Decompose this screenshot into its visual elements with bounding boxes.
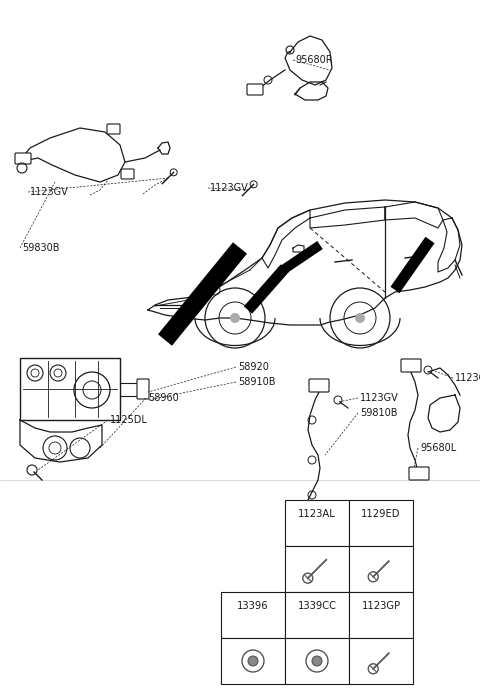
FancyBboxPatch shape xyxy=(409,467,429,480)
FancyBboxPatch shape xyxy=(401,359,421,372)
Circle shape xyxy=(312,656,322,666)
FancyBboxPatch shape xyxy=(309,379,329,392)
Text: 1125DL: 1125DL xyxy=(110,415,148,425)
Circle shape xyxy=(248,656,258,666)
Text: 13396: 13396 xyxy=(237,601,269,611)
Text: 58960: 58960 xyxy=(148,393,179,403)
Bar xyxy=(349,500,413,546)
Bar xyxy=(285,592,349,638)
Text: 1123GV: 1123GV xyxy=(30,187,69,197)
FancyBboxPatch shape xyxy=(301,507,321,520)
Circle shape xyxy=(355,313,365,323)
FancyBboxPatch shape xyxy=(107,124,120,134)
Text: 58910B: 58910B xyxy=(238,377,276,387)
Text: 95680L: 95680L xyxy=(420,443,456,453)
Text: 1123GV: 1123GV xyxy=(455,373,480,383)
Bar xyxy=(221,638,285,684)
Text: 59810B: 59810B xyxy=(360,408,397,418)
FancyBboxPatch shape xyxy=(137,379,149,399)
FancyBboxPatch shape xyxy=(247,84,263,95)
Text: 1123GP: 1123GP xyxy=(361,601,401,611)
Bar xyxy=(349,592,413,638)
Bar xyxy=(349,638,413,684)
Circle shape xyxy=(230,313,240,323)
Bar xyxy=(285,546,349,592)
Text: 58920: 58920 xyxy=(238,362,269,372)
FancyBboxPatch shape xyxy=(121,169,134,179)
Text: 59830B: 59830B xyxy=(22,243,60,253)
Bar xyxy=(285,638,349,684)
Bar xyxy=(221,592,285,638)
FancyBboxPatch shape xyxy=(15,153,31,164)
Bar xyxy=(285,500,349,546)
Text: 1129ED: 1129ED xyxy=(361,509,401,519)
FancyBboxPatch shape xyxy=(20,358,120,420)
Text: 1123GV: 1123GV xyxy=(210,183,249,193)
Text: 95680R: 95680R xyxy=(295,55,333,65)
Text: 1123GV: 1123GV xyxy=(360,393,399,403)
Text: 1339CC: 1339CC xyxy=(298,601,336,611)
Bar xyxy=(349,546,413,592)
Text: 1123AL: 1123AL xyxy=(298,509,336,519)
